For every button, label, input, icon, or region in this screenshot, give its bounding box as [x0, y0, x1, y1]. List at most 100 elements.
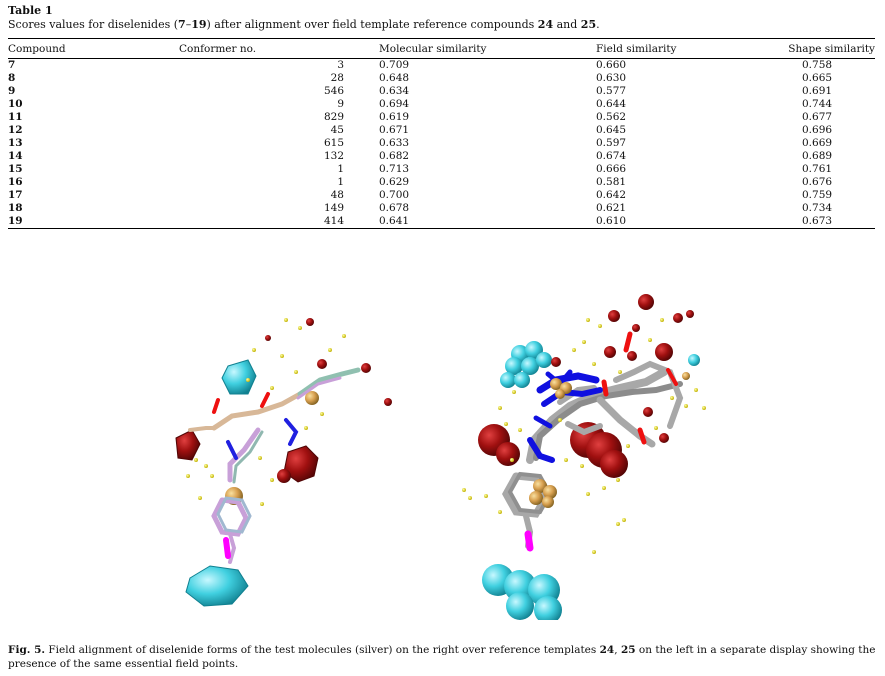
cell-field-similarity: 0.645 — [596, 124, 627, 136]
cell-compound: 16 — [8, 176, 23, 188]
caption-text: ) after alignment over field template re… — [206, 18, 538, 31]
cell-compound: 18 — [8, 202, 23, 214]
cell-molecular-similarity: 0.648 — [379, 72, 410, 84]
cell-molecular-similarity: 0.682 — [379, 150, 410, 162]
table-title: Table 1 — [8, 4, 53, 17]
cell-molecular-similarity: 0.694 — [379, 98, 410, 110]
header-field-similarity: Field similarity — [596, 43, 677, 55]
cell-compound: 12 — [8, 124, 23, 136]
cell-compound: 11 — [8, 111, 23, 123]
cell-conformer: 48 — [330, 189, 344, 201]
table-row: 13 615 0.633 0.597 0.669 — [8, 137, 875, 150]
table-row: 10 9 0.694 0.644 0.744 — [8, 98, 875, 111]
caption-text: – — [185, 18, 192, 31]
cell-field-similarity: 0.577 — [596, 85, 627, 97]
test-molecule-bonds — [501, 331, 684, 552]
caption-text: . — [596, 18, 600, 31]
table-row: 12 45 0.671 0.645 0.696 — [8, 124, 875, 137]
caption-compound-ref: 19 — [191, 18, 207, 31]
cell-molecular-similarity: 0.678 — [379, 202, 410, 214]
header-conformer: Conformer no. — [179, 43, 257, 55]
cell-shape-similarity: 0.673 — [802, 215, 833, 227]
cell-field-similarity: 0.674 — [596, 150, 627, 162]
table-row: 7 3 0.709 0.660 0.758 — [8, 59, 875, 73]
caption-compound-ref: 25 — [620, 644, 636, 656]
cell-compound: 8 — [8, 72, 16, 84]
cell-conformer: 615 — [323, 137, 344, 149]
caption-text: Scores values for diselenides ( — [8, 18, 179, 31]
cell-shape-similarity: 0.665 — [802, 72, 833, 84]
caption-compound-ref: 24 — [537, 18, 554, 31]
cell-field-similarity: 0.660 — [596, 59, 627, 71]
cell-compound: 15 — [8, 163, 23, 175]
cell-conformer: 546 — [323, 85, 344, 97]
cell-shape-similarity: 0.696 — [802, 124, 833, 136]
cell-conformer: 829 — [323, 111, 344, 123]
figure-caption: Fig. 5. Field alignment of diselenide fo… — [8, 643, 878, 671]
table-row: 19 414 0.641 0.610 0.673 — [8, 215, 875, 229]
cell-shape-similarity: 0.677 — [802, 111, 833, 123]
cell-shape-similarity: 0.676 — [802, 176, 833, 188]
cell-shape-similarity: 0.759 — [802, 189, 833, 201]
negative-field-point — [306, 318, 314, 326]
cell-field-similarity: 0.610 — [596, 215, 627, 227]
cell-conformer: 1 — [337, 176, 344, 188]
cell-molecular-similarity: 0.633 — [379, 137, 410, 149]
caption-text: and — [553, 18, 581, 31]
cell-field-similarity: 0.666 — [596, 163, 627, 175]
reference-template-model — [175, 318, 392, 607]
positive-field-point — [185, 565, 249, 607]
scores-table: Compound Conformer no. Molecular similar… — [8, 38, 875, 229]
cell-molecular-similarity: 0.641 — [379, 215, 410, 227]
cell-shape-similarity: 0.744 — [802, 98, 833, 110]
cell-compound: 13 — [8, 137, 23, 149]
cell-shape-similarity: 0.669 — [802, 137, 833, 149]
positive-field-cluster — [500, 341, 552, 388]
cell-field-similarity: 0.630 — [596, 72, 627, 84]
negative-field-point — [265, 335, 271, 341]
cell-conformer: 1 — [337, 163, 344, 175]
negative-field-point — [175, 429, 201, 461]
negative-field-point — [384, 398, 392, 406]
figure-label: Fig. 5. — [8, 644, 46, 656]
caption-compound-ref: 25 — [580, 18, 597, 31]
table-row: 14 132 0.682 0.674 0.689 — [8, 150, 875, 163]
table-row: 16 1 0.629 0.581 0.676 — [8, 176, 875, 189]
hydrophobic-cluster — [529, 372, 690, 508]
positive-field-point — [688, 354, 700, 366]
cell-compound: 19 — [8, 215, 23, 227]
table-row: 15 1 0.713 0.666 0.761 — [8, 163, 875, 176]
aligned-test-molecules-model — [462, 294, 706, 620]
cell-molecular-similarity: 0.713 — [379, 163, 410, 175]
caption-compound-ref: 24 — [599, 644, 615, 656]
table-row: 8 28 0.648 0.630 0.665 — [8, 72, 875, 85]
caption-compound-ref: 7 — [178, 18, 186, 31]
cell-conformer: 132 — [323, 150, 344, 162]
positive-field-cluster — [482, 564, 562, 620]
cell-compound: 10 — [8, 98, 23, 110]
table-row: 17 48 0.700 0.642 0.759 — [8, 189, 875, 202]
cell-conformer: 414 — [323, 215, 344, 227]
cell-molecular-similarity: 0.709 — [379, 59, 410, 71]
cell-shape-similarity: 0.689 — [802, 150, 833, 162]
negative-field-point — [361, 363, 371, 373]
cell-shape-similarity: 0.691 — [802, 85, 833, 97]
header-shape-similarity: Shape similarity — [788, 43, 875, 55]
cell-compound: 17 — [8, 189, 23, 201]
hydrophobic-point — [305, 391, 319, 405]
cell-compound: 7 — [8, 59, 16, 71]
template-bonds — [188, 367, 361, 564]
cell-field-similarity: 0.562 — [596, 111, 627, 123]
cell-compound: 9 — [8, 85, 16, 97]
cell-molecular-similarity: 0.619 — [379, 111, 410, 123]
field-alignment-figure — [175, 294, 706, 620]
caption-text: , — [614, 644, 621, 656]
positive-field-point — [221, 359, 257, 395]
cell-shape-similarity: 0.761 — [802, 163, 833, 175]
shape-points — [462, 318, 706, 554]
caption-text: on the left in a separate display showin… — [8, 644, 876, 670]
cell-conformer: 9 — [337, 98, 344, 110]
cell-shape-similarity: 0.758 — [802, 59, 833, 71]
header-compound: Compound — [8, 43, 66, 55]
cell-field-similarity: 0.642 — [596, 189, 627, 201]
